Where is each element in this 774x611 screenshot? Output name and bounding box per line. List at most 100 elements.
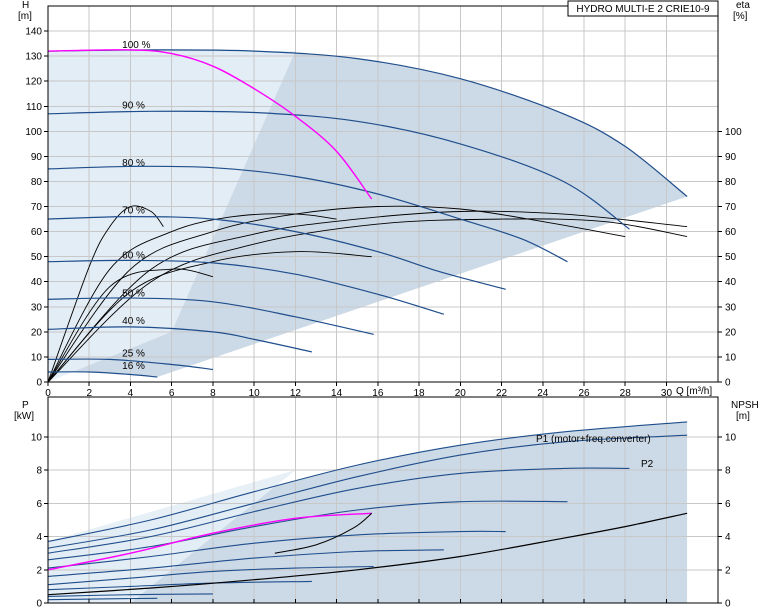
y-left-tick-label: 4 xyxy=(36,532,42,543)
y-left-tick-label: 140 xyxy=(25,27,42,38)
power-envelope xyxy=(48,421,688,603)
highlight-power-curve xyxy=(47,512,372,571)
head-curve xyxy=(47,165,568,263)
head-curve xyxy=(47,371,158,378)
x-tick-label: 6 xyxy=(169,388,175,399)
model-label-box xyxy=(567,0,719,17)
eta-curve xyxy=(47,205,626,383)
y-left-tick-label: 2 xyxy=(36,565,42,576)
highlight-head-curve xyxy=(47,49,373,200)
x-tick-label: 2 xyxy=(86,388,92,399)
y-left-label: H xyxy=(22,0,29,11)
plot-frame xyxy=(47,5,719,383)
eta-curve xyxy=(47,268,213,383)
power-curve xyxy=(47,421,688,543)
p2-label: P2 xyxy=(641,459,654,470)
y-right-unit: [%] xyxy=(733,11,748,22)
y-left-label: P xyxy=(22,400,29,411)
speed-label: 90 % xyxy=(122,100,145,111)
x-tick-label: 26 xyxy=(578,388,590,399)
y-left-tick-label: 20 xyxy=(31,327,43,338)
y-left-tick-label: 60 xyxy=(31,227,43,238)
head-curve xyxy=(47,326,313,353)
y-right-tick-label: 40 xyxy=(725,277,737,288)
y-right-tick-label: 50 xyxy=(725,252,737,263)
y-right-label: eta xyxy=(736,0,750,11)
power-curve xyxy=(47,597,158,601)
y-right-tick-label: 0 xyxy=(725,378,731,389)
y-left-tick-label: 0 xyxy=(36,378,42,389)
head-curve xyxy=(47,259,444,315)
speed-label: 70 % xyxy=(122,206,145,217)
y-left-tick-label: 30 xyxy=(31,302,43,313)
power-curve xyxy=(47,580,312,591)
y-right-tick-label: 6 xyxy=(725,499,731,510)
power-curve xyxy=(47,467,630,554)
y-left-tick-label: 6 xyxy=(36,499,42,510)
power-curve xyxy=(47,434,688,549)
power-curve xyxy=(47,565,374,586)
y-right-tick-label: 0 xyxy=(725,599,731,610)
y-left-tick-label: 50 xyxy=(31,252,43,263)
plot-frame xyxy=(47,396,719,604)
x-tick-label: 18 xyxy=(414,388,426,399)
y-left-tick-label: 120 xyxy=(25,77,42,88)
y-right-tick-label: 70 xyxy=(725,202,737,213)
npsh-curve xyxy=(47,512,688,596)
power-npsh-chart: 0 2 4 6 8 10 0 2 4 6 8 10 P[kW] NPSH[m] P1 (motor+freq… xyxy=(14,396,759,610)
x-tick-label: 20 xyxy=(455,388,467,399)
head-curve xyxy=(47,110,630,230)
eta-curve xyxy=(47,218,688,383)
y-right-tick-label: 30 xyxy=(725,302,737,313)
y-right-tick-label: 2 xyxy=(725,565,731,576)
x-tick-label: 28 xyxy=(620,388,632,399)
y-right-tick-label: 60 xyxy=(725,227,737,238)
speed-label: 16 % xyxy=(122,361,145,372)
y-right-tick-label: 4 xyxy=(725,532,731,543)
speed-label: 100 % xyxy=(122,40,150,51)
p1-label: P1 (motor+freq.converter) xyxy=(536,434,651,445)
y-left-tick-label: 0 xyxy=(36,599,42,610)
head-curve xyxy=(47,215,506,290)
y-left-tick-label: 110 xyxy=(26,102,42,113)
y-right-tick-label: 8 xyxy=(725,466,731,477)
npsh-branch-curve xyxy=(274,512,373,554)
y-left-tick-label: 100 xyxy=(25,127,42,138)
y-left-tick-label: 10 xyxy=(31,352,43,363)
y-right-label: NPSH xyxy=(731,400,759,411)
x-tick-label: 10 xyxy=(249,388,261,399)
head-chart: 100 %90 %80 %70 %60 %50 %40 %25 %16 %0 2 4… xyxy=(18,0,750,399)
y-left-unit: [m] xyxy=(18,11,32,22)
x-tick-label: 4 xyxy=(128,388,134,399)
y-left-tick-label: 40 xyxy=(31,277,43,288)
x-tick-label: 24 xyxy=(537,388,549,399)
head-curve xyxy=(47,49,688,197)
y-right-tick-label: 80 xyxy=(725,177,737,188)
x-tick-label: 0 xyxy=(45,388,51,399)
speed-label: 40 % xyxy=(122,316,145,327)
head-curve xyxy=(47,297,374,335)
x-tick-label: 22 xyxy=(496,388,508,399)
y-right-tick-label: 100 xyxy=(725,127,742,138)
x-tick-label: 14 xyxy=(331,388,343,399)
y-left-tick-label: 70 xyxy=(31,202,43,213)
y-left-tick-label: 90 xyxy=(31,152,43,163)
y-left-unit: [kW] xyxy=(14,411,34,422)
speed-label: 60 % xyxy=(122,251,145,262)
y-left-tick-label: 80 xyxy=(31,177,43,188)
eta-curve xyxy=(47,205,164,383)
eta-curve xyxy=(47,210,688,383)
y-right-tick-label: 10 xyxy=(725,432,737,443)
x-axis-label: Q [m³/h] xyxy=(676,386,712,397)
y-right-unit: [m] xyxy=(736,411,750,422)
power-curve xyxy=(47,593,213,597)
x-tick-label: 16 xyxy=(372,388,384,399)
x-tick-label: 8 xyxy=(210,388,216,399)
head-curve xyxy=(47,358,213,371)
x-tick-label: 30 xyxy=(661,388,673,399)
speed-label: 50 % xyxy=(122,288,145,299)
y-left-tick-label: 130 xyxy=(25,52,42,63)
y-right-tick-label: 10 xyxy=(725,352,737,363)
y-left-tick-label: 8 xyxy=(36,466,42,477)
